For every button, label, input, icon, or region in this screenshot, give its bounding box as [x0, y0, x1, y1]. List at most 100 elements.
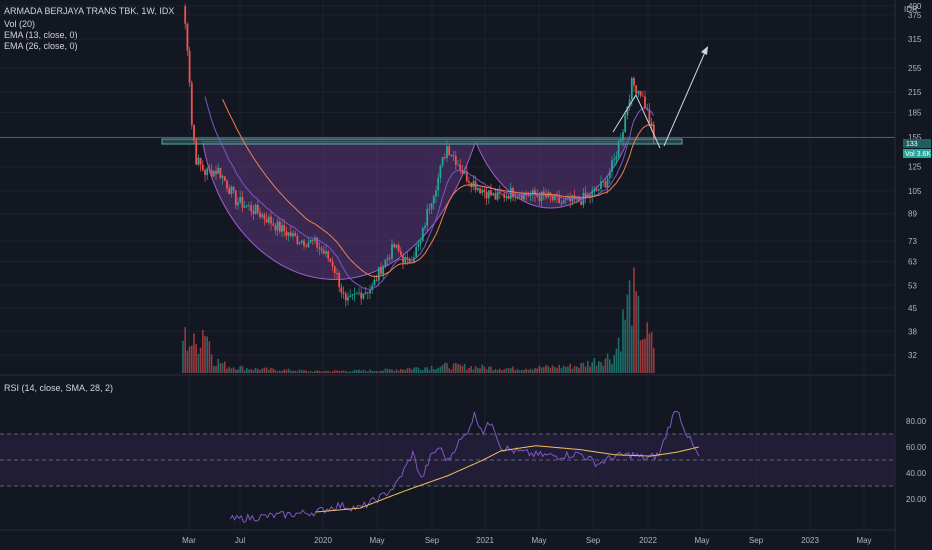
candle-body: [600, 181, 602, 189]
volume-legend[interactable]: Vol (20): [4, 19, 36, 29]
volume-bar: [635, 291, 637, 373]
volume-bar: [239, 366, 241, 373]
volume-bar: [492, 370, 494, 373]
candle-body: [380, 267, 382, 275]
volume-bar: [604, 358, 607, 373]
candle-body: [204, 170, 206, 176]
volume-bar: [518, 370, 521, 373]
candle-body: [360, 292, 363, 299]
candle-body: [432, 196, 435, 204]
ema26-legend[interactable]: EMA (26, close, 0): [4, 41, 78, 51]
volume-bar: [477, 367, 479, 373]
price-tick-label: 155: [908, 133, 922, 142]
rsi-tick-label: 40.00: [906, 469, 927, 478]
candle-body: [454, 155, 457, 165]
x-tick-label: 2021: [476, 536, 494, 545]
volume-bar: [441, 364, 444, 373]
price-tick-label: 89: [908, 210, 917, 219]
volume-bar: [188, 346, 191, 373]
volume-bar: [452, 363, 455, 373]
volume-bar: [637, 295, 640, 373]
volume-bar: [562, 365, 565, 373]
volume-bar: [375, 371, 378, 373]
candle-body: [314, 237, 316, 241]
candle-body: [248, 205, 250, 206]
x-tick-label: 2020: [314, 536, 332, 545]
candle-body: [551, 196, 554, 200]
volume-bar: [391, 369, 393, 373]
volume-bar: [496, 369, 499, 373]
volume-bar: [281, 371, 283, 373]
price-tick-label: 255: [908, 64, 922, 73]
candle-body: [595, 189, 598, 191]
candle-body: [399, 251, 402, 256]
volume-bar: [446, 363, 448, 373]
x-tick-label: Jul: [235, 536, 245, 545]
candle-body: [633, 78, 635, 86]
volume-bar: [213, 365, 215, 373]
candle-body: [485, 191, 488, 199]
volume-bar: [232, 367, 235, 373]
volume-bar: [408, 368, 411, 373]
ema13-legend[interactable]: EMA (13, close, 0): [4, 30, 78, 40]
volume-bar: [411, 369, 413, 373]
candle-body: [208, 168, 211, 170]
candle-body: [626, 106, 629, 116]
candle-body: [215, 170, 217, 174]
volume-bar: [576, 366, 578, 373]
candle-body: [294, 233, 297, 236]
volume-bar: [580, 362, 582, 373]
volume-bar: [584, 366, 587, 373]
price-tick-label: 63: [908, 257, 917, 266]
candle-body: [624, 115, 627, 133]
last-price-text: 133: [906, 141, 918, 148]
volume-bar: [628, 280, 631, 373]
candle-body: [336, 272, 338, 274]
price-tick-label: 185: [908, 109, 922, 118]
volume-bar: [642, 339, 644, 373]
candle-body: [327, 251, 330, 259]
candle-body: [516, 196, 519, 198]
volume-bar: [485, 369, 488, 373]
volume-bar: [483, 366, 486, 373]
candle-body: [309, 239, 312, 243]
volume-bar: [351, 370, 354, 373]
candle-body: [223, 176, 226, 181]
volume-bar: [600, 362, 602, 373]
volume-bar: [626, 294, 629, 373]
candle-body: [206, 168, 209, 176]
volume-bar: [587, 360, 589, 373]
candle-body: [558, 196, 561, 204]
candle-body: [261, 214, 264, 218]
volume-bar: [402, 369, 404, 373]
volume-bar: [439, 366, 442, 373]
volume-bar: [287, 368, 290, 373]
volume-bar: [334, 370, 336, 373]
x-tick-label: Sep: [586, 536, 601, 545]
candle-body: [300, 240, 303, 244]
volume-bar: [459, 364, 461, 373]
candle-body: [254, 204, 257, 214]
candle-body: [448, 146, 451, 156]
volume-bar: [325, 370, 327, 373]
price-tick-label: 45: [908, 304, 917, 313]
volume-bar: [362, 369, 365, 373]
volume-bar: [624, 319, 626, 373]
volume-bar: [294, 370, 296, 373]
candle-body: [362, 293, 365, 299]
candle-body: [186, 23, 189, 51]
rsi-legend[interactable]: RSI (14, close, SMA, 28, 2): [4, 383, 114, 393]
price-tick-label: 73: [908, 237, 917, 246]
candle-body: [333, 266, 336, 273]
volume-bar: [276, 371, 279, 373]
x-tick-label: Sep: [749, 536, 764, 545]
rsi-tick-label: 80.00: [906, 417, 927, 426]
candle-body: [391, 244, 393, 259]
candle-body: [509, 188, 512, 199]
candle-body: [617, 141, 620, 157]
volume-bar: [252, 369, 255, 373]
volume-bar: [507, 368, 510, 373]
candle-body: [531, 190, 534, 195]
volume-bar: [569, 363, 571, 373]
